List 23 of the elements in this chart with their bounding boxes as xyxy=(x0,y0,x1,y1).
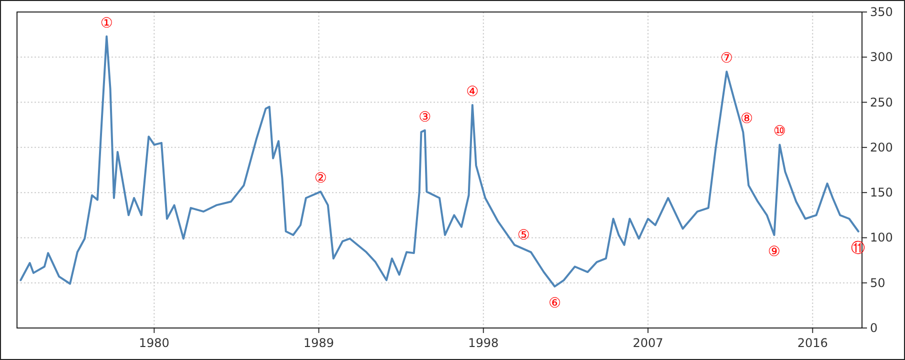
y-tick-label: 50 xyxy=(870,276,886,290)
annotation: ⑩ xyxy=(773,124,786,140)
annotation: ⑤ xyxy=(517,228,530,244)
annotation: ③ xyxy=(418,109,432,126)
annotation: ① xyxy=(100,15,113,32)
x-tick-label: 1980 xyxy=(138,336,170,350)
annotation: ⑧ xyxy=(740,111,754,128)
x-tick-label: 1989 xyxy=(304,336,334,350)
y-tick-label: 200 xyxy=(870,140,893,154)
y-tick-label: 300 xyxy=(870,50,893,64)
annotation: ⑦ xyxy=(720,50,733,67)
x-tick-label: 2016 xyxy=(797,336,828,350)
y-tick-label: 150 xyxy=(870,186,893,200)
annotation: ② xyxy=(314,170,327,187)
y-tick-label: 350 xyxy=(870,5,893,19)
x-tick-label: 1998 xyxy=(468,336,499,350)
y-tick-label: 100 xyxy=(870,230,893,245)
x-tick-label: 2007 xyxy=(632,336,664,350)
annotation: ④ xyxy=(466,84,479,100)
annotation: ⑥ xyxy=(548,295,562,312)
y-tick-label: 250 xyxy=(870,95,893,110)
y-tick-label: 0 xyxy=(870,321,878,335)
annotation: ⑨ xyxy=(768,244,780,260)
